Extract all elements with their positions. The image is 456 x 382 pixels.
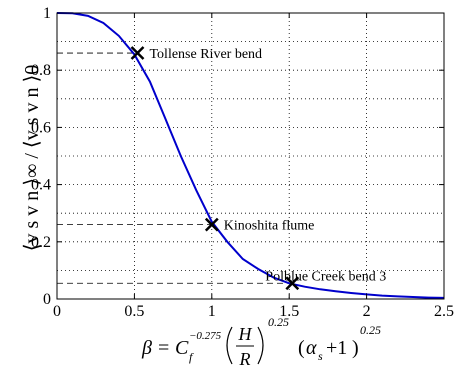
x-label-equals: =: [158, 337, 169, 359]
y-label-denominator: ⟨v s v n ⟩0: [21, 65, 43, 148]
marker-label: Polblue Creek bend 3: [265, 269, 386, 284]
y-tick-label: 0.4: [31, 177, 51, 194]
x-label-exp3: 0.25: [360, 323, 381, 337]
y-tick-label: 0: [43, 291, 51, 308]
x-label-open-paren: (: [298, 337, 305, 359]
series-curve: [56, 12, 445, 299]
x-label-h: H: [238, 324, 253, 344]
x-label-right-paren: [257, 326, 264, 365]
x-tick-label: 2.5: [434, 303, 454, 320]
x-tick-label: 1: [208, 303, 216, 320]
y-label-slash: /: [21, 153, 43, 159]
x-label-beta: β: [141, 337, 152, 359]
plot-frame: [56, 12, 445, 300]
marker-stroke: [285, 276, 300, 291]
marker-x: [204, 217, 219, 232]
marker-stroke: [130, 46, 145, 60]
y-tick-label: 1: [43, 5, 51, 22]
tick-marks: [56, 12, 445, 300]
y-axis-label: ⟨v s v n ⟩∞ / ⟨v s v n ⟩0: [21, 65, 43, 252]
x-label-alpha: α: [306, 337, 317, 359]
x-tick-labels: 0 0.5 1 1.5 2 2.5: [53, 303, 454, 320]
x-label-plus-one: +1: [326, 337, 347, 359]
x-label-r: R: [239, 349, 251, 369]
x-tick-label: 0: [53, 303, 61, 320]
y-tick-label: 0.8: [31, 62, 51, 79]
y-tick-labels: 0 0.2 0.4 0.6 0.8 1: [31, 5, 51, 308]
marker-label: Kinoshita flume: [224, 219, 315, 234]
x-label-left-paren: [226, 326, 233, 365]
data-markers: [130, 46, 300, 291]
x-tick-label: 1.5: [279, 303, 299, 320]
x-label-exp1: −0.275: [189, 330, 222, 342]
marker-x: [285, 276, 300, 291]
marker-x: [130, 46, 145, 60]
x-label-c: C: [175, 337, 189, 359]
y-tick-label: 0.2: [31, 234, 51, 251]
y-tick-label: 0.6: [31, 119, 51, 136]
svg-text:⟨v s v n ⟩∞ / ⟨v s: ⟨v s v n ⟩∞ / ⟨v s v n ⟩0: [21, 65, 43, 252]
marker-labels: Tollense River bend Kinoshita flume Polblu…: [149, 47, 386, 284]
marker-label: Tollense River bend: [149, 47, 262, 62]
x-label-s: s: [318, 349, 323, 363]
x-label-close-paren: ): [352, 337, 359, 359]
x-label-exp2: 0.25: [268, 315, 289, 329]
x-label-f: f: [189, 350, 194, 364]
x-tick-label: 0.5: [124, 303, 144, 320]
y-label-numerator: ⟨v s v n ⟩∞: [21, 164, 43, 252]
reference-dashed-lines: [57, 52, 293, 284]
x-tick-label: 2: [363, 303, 371, 320]
marker-stroke: [204, 217, 219, 232]
x-axis-label: β = C −0.275 f H R 0.25 ( α s +1 ) 0.25: [141, 315, 381, 369]
